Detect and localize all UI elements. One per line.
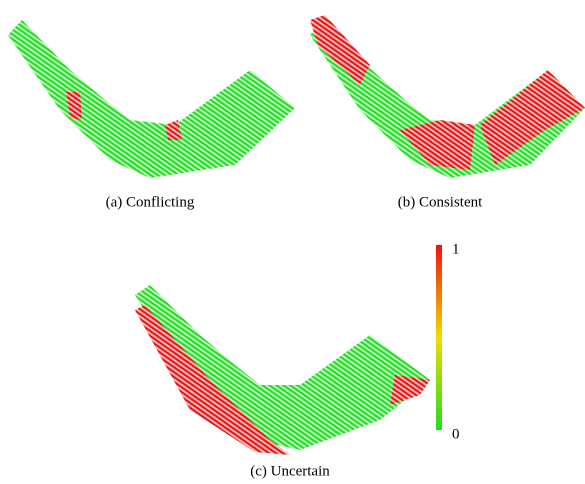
point-cloud-a [8, 20, 295, 178]
caption: (a) Conflicting [106, 194, 195, 210]
figure: (a) Conflicting (b) Consistent (c) Uncer… [0, 0, 585, 484]
point-cloud-b [310, 15, 585, 178]
caption: (c) Uncertain [250, 463, 330, 479]
colorbar-max: 1 [452, 241, 460, 257]
page: (a) Conflicting (b) Consistent (c) Uncer… [0, 0, 585, 484]
point-cloud-c [135, 285, 430, 455]
colorbar-min: 0 [452, 426, 460, 442]
caption: (b) Consistent [398, 194, 483, 210]
colorbar [436, 245, 442, 430]
